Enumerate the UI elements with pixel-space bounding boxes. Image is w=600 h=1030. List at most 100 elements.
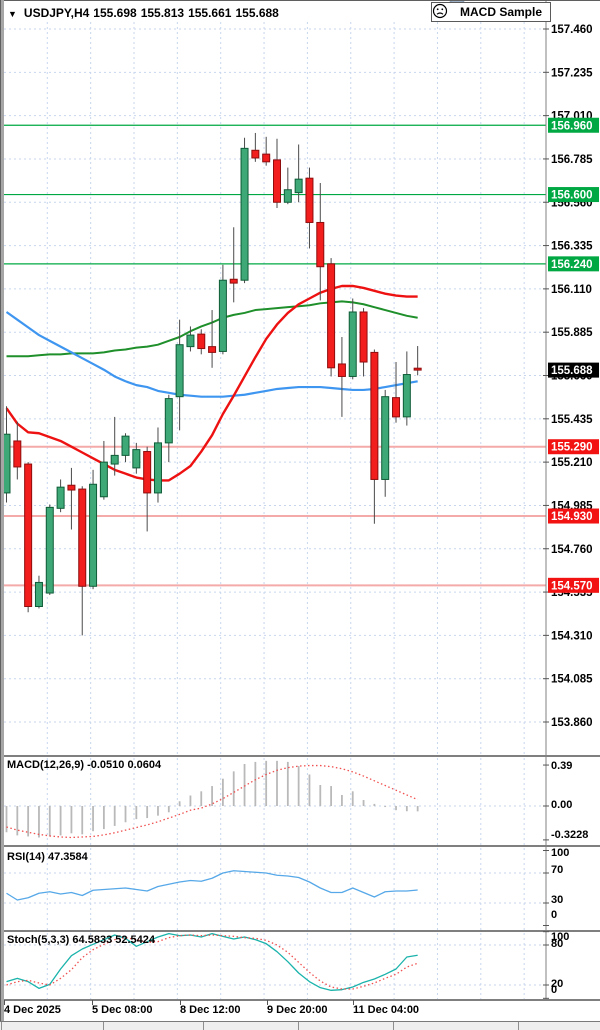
price-tick-label[interactable]: 156.110 [551,284,592,296]
price-level-badge[interactable] [548,362,599,378]
price-level-badge[interactable] [548,577,599,593]
candle-bearish [327,263,336,369]
rsi-panel-label: RSI(14) 47.3584 [7,851,88,863]
macd-scale-zero: 0.00 [551,799,573,811]
bottom-strip [0,1022,600,1030]
candle-bullish [348,311,357,377]
rsi-scale-70: 70 [551,864,564,876]
price-badge-label: 155.688 [551,365,593,377]
rsi-scale-0: 0 [551,909,558,921]
ma-red-line [5,284,418,482]
price-tick-label[interactable]: 156.335 [551,241,593,253]
price-tick-label[interactable]: 154.310 [551,630,593,642]
price-badge-label: 156.240 [551,259,593,271]
symbol-label: USDJPY,H4 [23,6,90,20]
candle-bearish [337,363,346,377]
time-label: 8 Dec 12:00 [180,1004,241,1016]
price-badge-label: 155.290 [551,442,593,454]
price-level-badge[interactable] [548,508,599,524]
candle-bearish [392,397,401,418]
candle-bearish [78,488,87,587]
window-left-border [0,0,4,1030]
candle-bearish [251,149,260,159]
ea-name: MACD Sample [459,5,542,19]
price-tick-label[interactable]: 155.885 [551,327,593,339]
candle-bearish [67,484,76,491]
candle-bullish [132,449,141,469]
ohlc-header: ▼ USDJPY,H4 155.698 155.813 155.661 155.688 [8,6,283,20]
time-label: 11 Dec 04:00 [353,1004,420,1016]
candle-bullish [186,334,195,348]
price-level-badge[interactable] [548,256,599,272]
rsi-line [6,870,418,901]
low-value: 155.661 [188,6,232,20]
price-badge-label: 154.930 [551,511,593,523]
candle-bullish [121,435,130,456]
candle-bearish [24,463,33,607]
candle-bearish [370,351,379,480]
candle-bearish [413,367,422,371]
candle-bullish [2,433,11,494]
symbol-dropdown-icon[interactable]: ▼ [8,9,17,19]
high-value: 155.813 [140,6,185,20]
candle-bullish [34,581,43,607]
candle-bullish [89,483,98,587]
macd-panel-label: MACD(12,26,9) -0.0510 0.0604 [7,759,162,771]
price-tick-label[interactable]: 157.460 [551,24,593,36]
macd-scale-max: 0.39 [551,760,573,772]
candle-bearish [229,278,238,284]
frown-face-icon [432,3,448,19]
stoch-scale-100: 100 [551,931,570,943]
price-level-badge[interactable] [548,439,599,455]
stoch-scale-0: 0 [551,984,558,996]
candle-bullish [45,506,54,594]
price-tick-label[interactable]: 156.785 [551,154,593,166]
candle-bearish [13,440,22,468]
open-value: 155.698 [93,6,137,20]
rsi-scale-100: 100 [551,847,570,859]
ea-label-box[interactable]: MACD Sample [431,2,551,22]
candle-bearish [143,451,152,494]
candle-bullish [175,344,184,398]
candle-bearish [305,177,314,223]
price-tick-label[interactable]: 155.210 [551,457,593,469]
time-label: 5 Dec 08:00 [92,1004,153,1016]
time-label: 9 Dec 20:00 [267,1004,328,1016]
stoch-scale-20: 20 [551,978,564,990]
candle-bearish [262,153,271,163]
price-tick-label[interactable]: 157.235 [551,67,593,79]
price-level-badge[interactable] [548,117,599,133]
candle-bearish [273,159,281,203]
macd-scale-min: -0.3228 [551,829,589,841]
candle-bullish [402,374,411,418]
rsi-value: 47.3584 [47,851,88,863]
stoch-panel-label: Stoch(5,3,3) 64.5833 52.5424 [7,934,156,946]
candle-bullish [283,189,292,203]
candle-bullish [99,461,108,498]
price-level-badge[interactable] [548,187,599,203]
price-tick-label[interactable]: 154.760 [551,544,593,556]
candle-bullish [218,279,227,352]
stoch-scale-80: 80 [551,938,564,950]
close-value: 155.688 [235,6,279,20]
rsi-scale-30: 30 [551,894,564,906]
price-badge-label: 154.570 [551,580,593,592]
stoch-values: 64.5833 52.5424 [72,934,156,946]
candle-bullish [110,454,119,465]
price-tick-label[interactable]: 154.085 [551,674,593,686]
candle-bullish [381,396,390,480]
candle-bullish [56,486,65,509]
stoch-k-line [6,933,418,991]
price-tick-label[interactable]: 155.435 [551,414,593,426]
candle-bearish [316,221,325,268]
price-tick-label[interactable]: 153.860 [551,717,593,729]
price-badge-label: 156.960 [551,120,593,132]
stoch-d-line [6,934,418,990]
candle-bearish [197,333,206,350]
price-badge-label: 156.600 [551,190,593,202]
macd-values: -0.0510 0.0604 [87,759,162,771]
candle-bearish [208,346,217,353]
